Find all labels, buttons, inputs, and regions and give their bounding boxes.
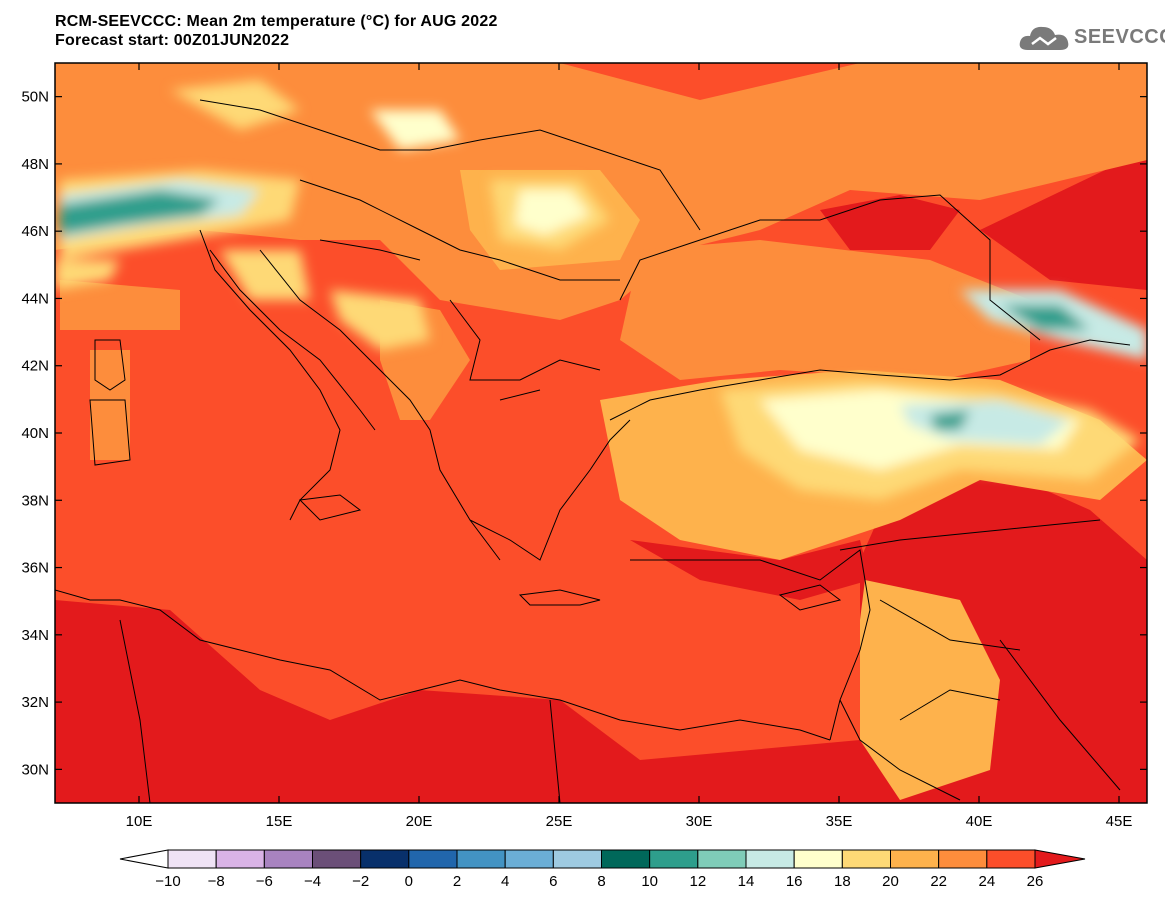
north-africa-coast bbox=[55, 589, 831, 741]
colorbar-swatch bbox=[697, 849, 747, 869]
caspian-hot-region bbox=[980, 150, 1147, 290]
colorbar-label: 24 bbox=[978, 873, 996, 890]
lon-tick-label: 15E bbox=[266, 813, 293, 830]
colorbar-swatch bbox=[841, 849, 891, 869]
temperature-field bbox=[55, 63, 1147, 803]
colorbar-over-arrow bbox=[1034, 849, 1086, 869]
colorbar-swatch bbox=[456, 849, 506, 869]
colorbar-swatch bbox=[601, 849, 651, 869]
alps-cold-core bbox=[60, 190, 220, 235]
colorbar-swatch bbox=[504, 849, 554, 869]
colorbar-swatch bbox=[649, 849, 699, 869]
levant-mild bbox=[860, 580, 1000, 800]
colorbar-swatch bbox=[408, 849, 458, 869]
title-line-1: RCM-SEEVCCC: Mean 2m temperature (°C) fo… bbox=[55, 13, 498, 30]
sardinia-warm bbox=[90, 350, 130, 460]
lat-tick-label: 46N bbox=[21, 223, 49, 240]
colorbar-label: 16 bbox=[785, 873, 803, 890]
colorbar-swatch bbox=[793, 849, 843, 869]
colorbar-label: −10 bbox=[155, 873, 181, 890]
logo-text: SEEVCCC bbox=[1074, 26, 1165, 48]
caucasus-cold-core bbox=[1000, 305, 1090, 330]
colorbar-under-arrow bbox=[119, 849, 169, 869]
carpathian-cool-core bbox=[515, 190, 590, 235]
corsica-sardinia-outline bbox=[89, 339, 131, 466]
lat-tick-label: 38N bbox=[21, 492, 49, 509]
colorbar-label: 20 bbox=[882, 873, 899, 890]
anatolia-cool-inner bbox=[900, 400, 1070, 445]
greece-coast bbox=[469, 419, 631, 561]
country-borders bbox=[119, 99, 1121, 803]
colorbar-swatch bbox=[263, 849, 314, 869]
lat-tick-label: 40N bbox=[21, 425, 49, 442]
black-sea-coast bbox=[609, 194, 1131, 421]
lat-tick-label: 30N bbox=[21, 761, 49, 778]
levant-coast bbox=[630, 549, 871, 741]
colorbar-label: −2 bbox=[352, 873, 370, 890]
crete-outline bbox=[518, 589, 601, 606]
lon-tick-label: 25E bbox=[546, 813, 573, 830]
lat-tick-label: 44N bbox=[21, 290, 49, 307]
dinaric-cool bbox=[330, 290, 430, 350]
colorbar-label: 10 bbox=[641, 873, 658, 890]
seevccc-logo: SEEVCCC bbox=[1018, 22, 1165, 56]
lon-tick-label: 20E bbox=[406, 813, 433, 830]
colorbar-label: 12 bbox=[689, 873, 707, 890]
lon-tick-label: 35E bbox=[826, 813, 853, 830]
map-title: RCM-SEEVCCC: Mean 2m temperature (°C) fo… bbox=[55, 12, 498, 50]
cool-regions bbox=[55, 80, 1147, 500]
black-sea-warm bbox=[620, 240, 1030, 380]
africa-hot-region bbox=[55, 600, 860, 803]
lon-tick-label: 10E bbox=[126, 813, 153, 830]
lat-tick-label: 42N bbox=[21, 358, 49, 375]
colorbar-label: 0 bbox=[404, 873, 413, 890]
anatolia-cold-core bbox=[930, 410, 970, 430]
colorbar-swatch bbox=[745, 849, 795, 869]
colorbar-swatch bbox=[167, 849, 217, 869]
colorbar-label: −6 bbox=[255, 873, 273, 890]
colorbar-swatch bbox=[938, 849, 988, 869]
apennine-north-cool bbox=[220, 250, 310, 300]
colorbar-label: 2 bbox=[452, 873, 462, 890]
tatra-cool bbox=[370, 110, 460, 150]
colorbar bbox=[119, 849, 1086, 869]
sicily-outline bbox=[298, 494, 362, 521]
colorbar-swatch bbox=[215, 849, 265, 869]
colorbar-swatch bbox=[890, 849, 940, 869]
colorbar-label: 14 bbox=[737, 873, 755, 890]
cloud-icon bbox=[1019, 26, 1069, 50]
latitude-ticks: 50N 48N 46N 44N 42N 40N 38N 36N 34N 32N 30N bbox=[21, 89, 1147, 778]
turkey-coast-hot-region bbox=[630, 540, 870, 600]
colorbar-label: 22 bbox=[930, 873, 947, 890]
colorbar-label: −4 bbox=[303, 873, 322, 890]
colorbar-label: 8 bbox=[597, 873, 606, 890]
colorbar-swatch bbox=[552, 849, 602, 869]
lat-tick-label: 34N bbox=[21, 627, 49, 644]
colorbar-label: −8 bbox=[207, 873, 225, 890]
lat-tick-label: 32N bbox=[21, 694, 49, 711]
lon-tick-label: 40E bbox=[966, 813, 993, 830]
colorbar-swatch bbox=[986, 849, 1036, 869]
west-alps-cool bbox=[55, 260, 120, 290]
colorbar-swatch bbox=[312, 849, 362, 869]
lon-tick-label: 30E bbox=[686, 813, 713, 830]
cyprus-outline bbox=[778, 584, 842, 611]
colorbar-label: 18 bbox=[833, 873, 851, 890]
coastlines-and-borders bbox=[55, 99, 1131, 803]
lat-tick-label: 48N bbox=[21, 156, 49, 173]
colorbar-label: 26 bbox=[1026, 873, 1044, 890]
colorbar-swatch bbox=[360, 849, 410, 869]
italy-coast bbox=[199, 229, 376, 521]
colorbar-label: 4 bbox=[500, 873, 510, 890]
title-line-2: Forecast start: 00Z01JUN2022 bbox=[55, 32, 290, 49]
lon-tick-label: 45E bbox=[1106, 813, 1133, 830]
lat-tick-label: 50N bbox=[21, 89, 49, 106]
bohemia-cool bbox=[170, 80, 300, 130]
iberian-warm bbox=[60, 280, 180, 330]
adriatic-east-coast bbox=[259, 249, 501, 561]
colorbar-label: 6 bbox=[549, 873, 558, 890]
lat-tick-label: 36N bbox=[21, 560, 49, 577]
longitude-ticks: 10E 15E 20E 25E 30E 35E 40E 45E bbox=[126, 63, 1133, 830]
